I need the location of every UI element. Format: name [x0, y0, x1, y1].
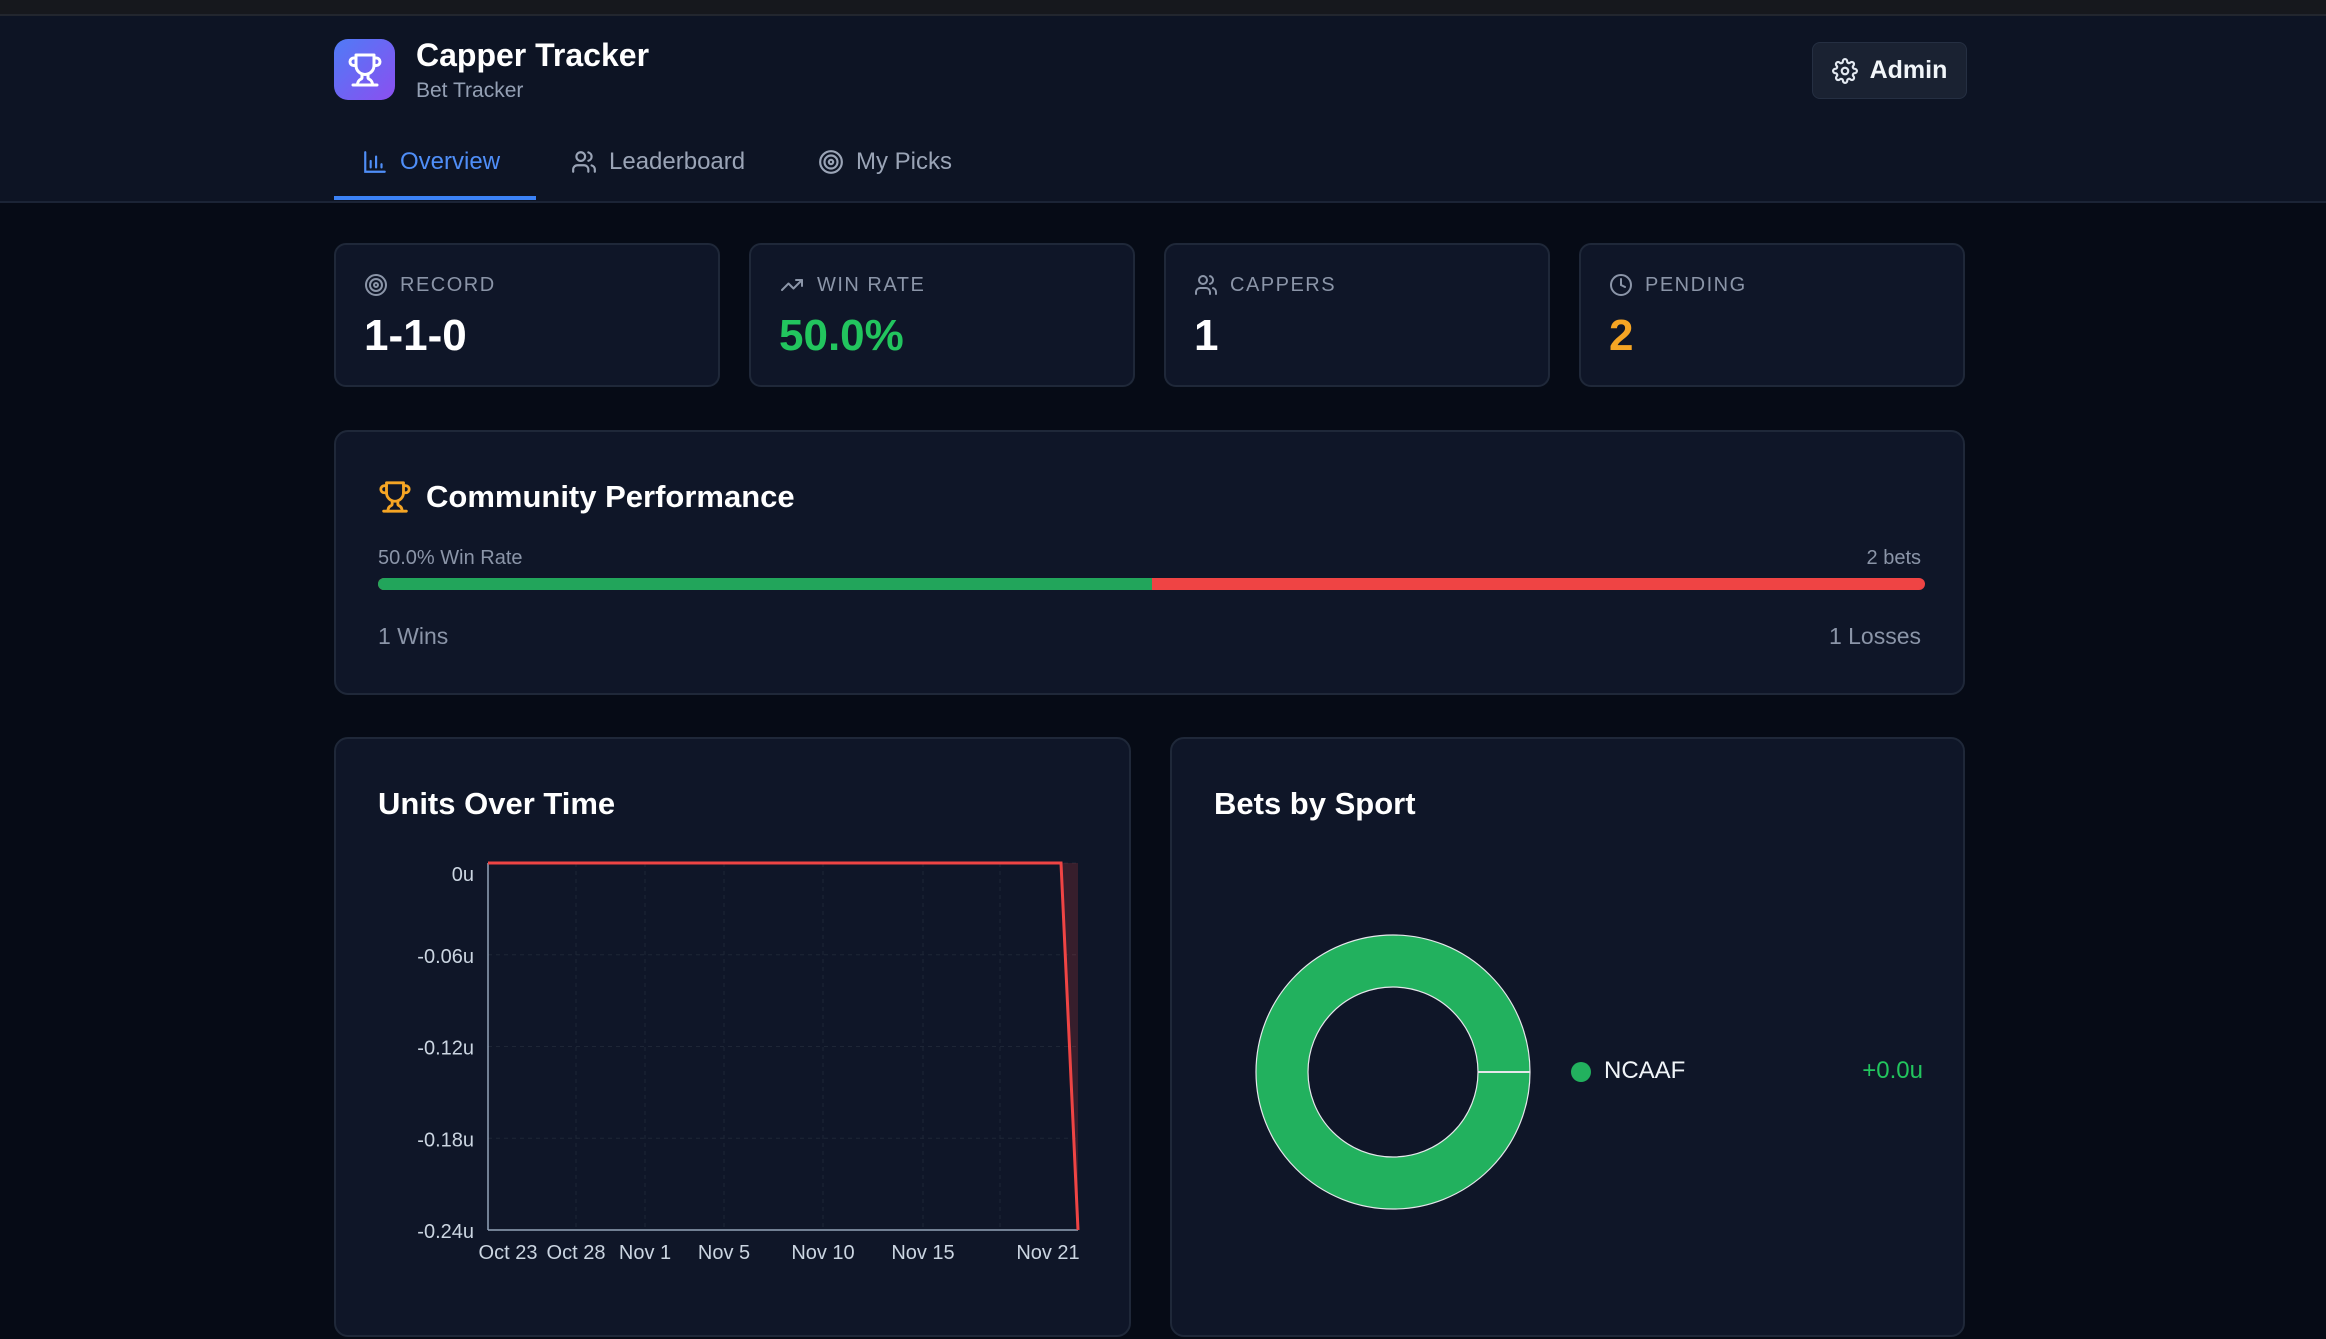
win-bar-fill: [378, 578, 1152, 590]
y-tick-label: -0.24u: [417, 1221, 474, 1243]
wins-label: 1 Wins: [378, 623, 449, 649]
legend-label-ncaaf: NCAAF: [1604, 1057, 1686, 1084]
x-tick-label: Oct 28: [547, 1242, 606, 1264]
pie-inner-edge: [1307, 986, 1479, 1158]
trophy-icon: [348, 53, 381, 86]
target-icon: [819, 150, 843, 174]
stat-pending-label-row: PENDING: [1609, 273, 1747, 297]
community-title: Community Performance: [426, 479, 795, 514]
stat-value: 1-1-0: [364, 311, 467, 360]
units-over-time-panel: Units Over Time 0u -0.06u -0.12u -0.18u -0.2…: [334, 737, 1131, 1337]
x-tick-label: Nov 5: [698, 1242, 750, 1264]
x-tick-label: Oct 23: [479, 1242, 538, 1264]
app-logo: [334, 39, 395, 100]
stat-label: RECORD: [400, 273, 496, 296]
stat-record-label-row: RECORD: [364, 273, 496, 297]
legend-dot-ncaaf: [1571, 1062, 1591, 1082]
stat-value: 50.0%: [779, 311, 904, 360]
bar-chart-icon: [364, 151, 386, 173]
stat-win-rate-label-row: WIN RATE: [779, 273, 925, 297]
trending-up-icon: [781, 279, 803, 291]
clock-icon: [1610, 274, 1632, 296]
tab-leaderboard-label: Leaderboard: [609, 148, 746, 175]
admin-button-label: Admin: [1869, 56, 1948, 84]
win-loss-bar: [378, 578, 1925, 590]
y-tick-label: -0.06u: [417, 946, 474, 968]
bets-by-sport-panel: Bets by Sport NCAAF +0.0u: [1170, 737, 1965, 1337]
x-tick-label: Nov 1: [619, 1242, 671, 1264]
stat-card-record: RECORD 1-1-0: [334, 243, 720, 387]
app-title: Capper Tracker: [416, 37, 650, 73]
tab-my-picks[interactable]: My Picks: [818, 141, 952, 183]
window-top-bar: [0, 0, 2326, 16]
stat-label: CAPPERS: [1230, 273, 1337, 296]
active-tab-indicator: [334, 196, 536, 200]
users-icon: [1195, 275, 1217, 295]
losses-label: 1 Losses: [1828, 623, 1921, 649]
stat-card-win-rate: WIN RATE 50.0%: [749, 243, 1135, 387]
stat-label: PENDING: [1645, 273, 1747, 296]
gear-icon: [1831, 57, 1858, 84]
app-subtitle: Bet Tracker: [416, 79, 524, 102]
stat-value: 2: [1609, 311, 1634, 360]
legend-value-ncaaf: +0.0u: [1862, 1057, 1923, 1084]
community-performance-panel: Community Performance 50.0% Win Rate 2 b…: [334, 430, 1965, 695]
tab-overview[interactable]: Overview: [362, 141, 500, 183]
x-tick-label: Nov 21: [1016, 1242, 1079, 1264]
x-tick-label: Nov 10: [791, 1242, 854, 1264]
stat-card-cappers: CAPPERS 1: [1164, 243, 1550, 387]
series-line-units: [488, 861, 1080, 1231]
stat-card-pending: PENDING 2: [1579, 243, 1965, 387]
users-icon: [572, 151, 596, 173]
x-tick-label: Nov 15: [891, 1242, 954, 1264]
units-chart-title: Units Over Time: [378, 786, 616, 821]
tab-leaderboard[interactable]: Leaderboard: [571, 141, 745, 183]
y-tick-label: -0.18u: [417, 1129, 474, 1151]
y-tick-label: 0u: [452, 864, 474, 886]
tab-my-picks-label: My Picks: [856, 148, 952, 175]
y-tick-label: -0.12u: [417, 1038, 474, 1060]
bets-count-label: 2 bets: [1866, 547, 1921, 569]
admin-button[interactable]: Admin: [1812, 42, 1967, 99]
sport-chart-title: Bets by Sport: [1214, 786, 1416, 821]
trophy-icon: [379, 481, 411, 513]
stat-value: 1: [1194, 311, 1219, 360]
sport-donut-chart: [1255, 934, 1531, 1210]
stat-cappers-label-row: CAPPERS: [1194, 273, 1336, 297]
target-icon: [365, 274, 387, 296]
win-rate-label: 50.0% Win Rate: [378, 547, 523, 569]
stat-label: WIN RATE: [817, 273, 926, 296]
tab-overview-label: Overview: [400, 148, 501, 175]
app-header: Capper Tracker Bet Tracker Admin Overvie…: [0, 16, 2326, 203]
